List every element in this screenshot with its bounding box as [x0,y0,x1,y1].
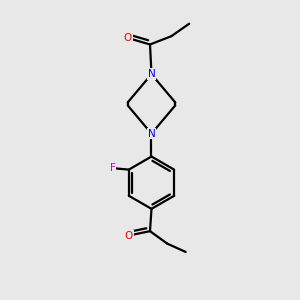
Text: N: N [148,129,155,139]
Text: N: N [148,69,155,79]
Text: F: F [110,163,116,173]
Text: O: O [124,231,133,241]
Text: O: O [124,33,132,43]
